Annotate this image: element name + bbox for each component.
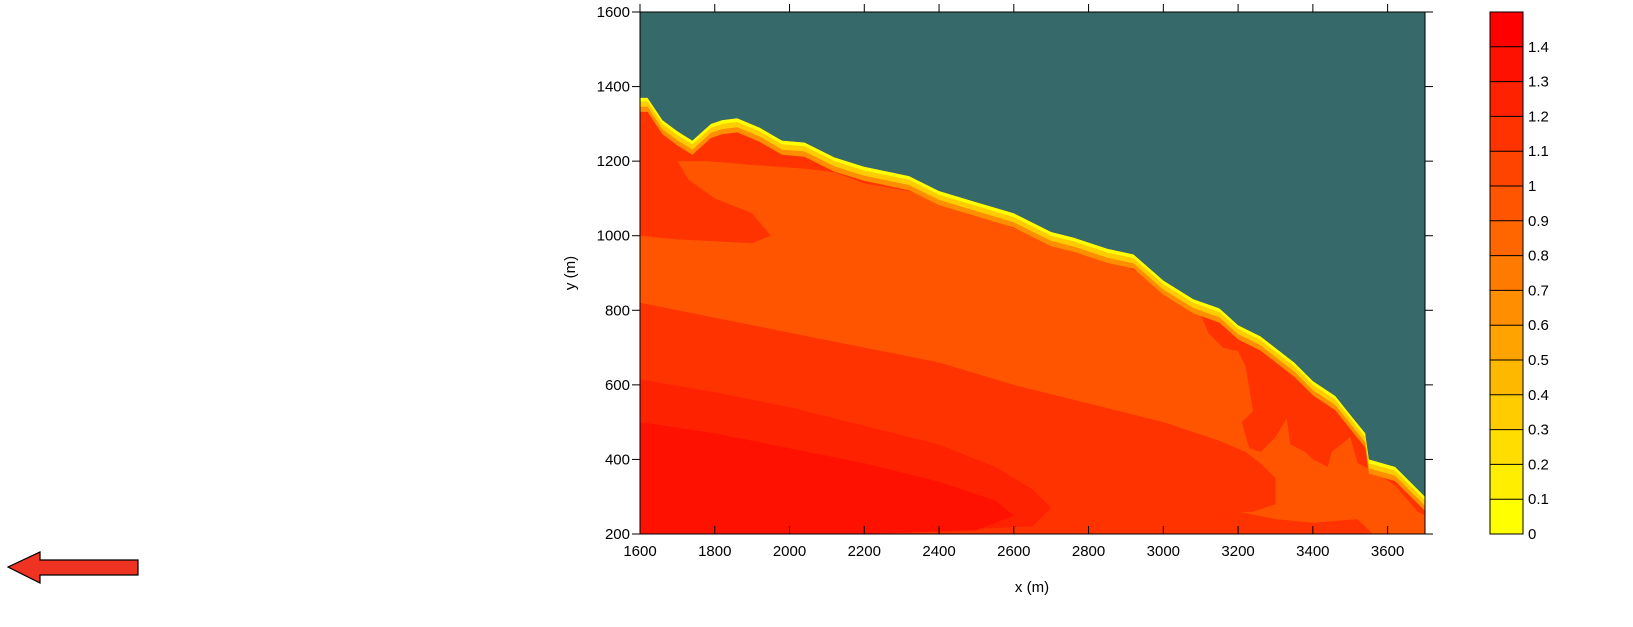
colorbar-swatch [1490, 186, 1523, 221]
y-tick-label: 200 [605, 526, 630, 543]
x-tick-label: 3200 [1221, 543, 1254, 560]
y-tick-label: 800 [605, 302, 630, 319]
y-tick-label: 1200 [597, 153, 630, 170]
colorbar-swatch [1490, 429, 1523, 465]
x-tick-label: 2600 [997, 543, 1030, 560]
colorbar-swatch [1490, 151, 1523, 186]
colorbar-tick-label: 0.4 [1528, 387, 1549, 404]
colorbar-swatch [1490, 464, 1523, 500]
x-tick-label: 3400 [1296, 543, 1329, 560]
colorbar: 0 0.1 0.2 0.3 0.4 0.5 0.6 0.7 0.8 0.9 1 1.1 1.2 1.3 1.… [1489, 11, 1549, 543]
colorbar-tick-label: 1.1 [1528, 143, 1549, 160]
colorbar-swatch [1490, 394, 1523, 430]
colorbar-tick-label: 0.8 [1528, 248, 1549, 265]
x-axis: 1600 1800 2000 2200 2400 2600 2800 3000 3200 3400… [623, 4, 1404, 560]
colorbar-tick-label: 1.4 [1528, 39, 1549, 56]
colorbar-tick-label: 0.5 [1528, 352, 1549, 369]
colorbar-tick-label: 0.3 [1528, 422, 1549, 439]
plot-frame [639, 11, 1426, 535]
contour-band [640, 422, 1014, 534]
left-arrow-annotation [6, 551, 139, 584]
colorbar-swatch [1490, 360, 1523, 395]
y-axis-title: y (m) [562, 256, 579, 290]
colorbar-swatch [1490, 220, 1523, 256]
colorbar-tick-label: 1.3 [1528, 74, 1549, 91]
y-tick-label: 1000 [597, 228, 630, 245]
colorbar-swatch [1490, 499, 1523, 534]
colorbar-tick-label: 0.1 [1528, 491, 1549, 508]
y-tick-label: 400 [605, 451, 630, 468]
colorbar-swatch [1490, 12, 1523, 47]
colorbar-tick-label: 0.6 [1528, 317, 1549, 334]
y-tick-label: 1400 [597, 79, 630, 96]
colorbar-tick-label: 1 [1528, 178, 1536, 195]
colorbar-tick-label: 0.9 [1528, 213, 1549, 230]
y-axis: 200 400 600 800 1000 1200 1400 1600 [597, 4, 1433, 543]
x-tick-label: 1600 [623, 543, 656, 560]
y-tick-label: 600 [605, 377, 630, 394]
x-tick-label: 2200 [848, 543, 881, 560]
colorbar-swatch [1490, 116, 1523, 152]
colorbar-swatch [1490, 290, 1523, 326]
x-tick-label: 1800 [698, 543, 731, 560]
colorbar-tick-label: 0 [1528, 526, 1536, 543]
x-tick-label: 2800 [1072, 543, 1105, 560]
colorbar-frame [1489, 11, 1524, 535]
colorbar-swatch [1490, 81, 1523, 117]
x-tick-label: 3600 [1371, 543, 1404, 560]
contour-layer [640, 161, 1425, 534]
y-tick-label: 1600 [597, 4, 630, 21]
x-axis-title: x (m) [1015, 579, 1049, 596]
x-tick-label: 3000 [1147, 543, 1180, 560]
x-tick-label: 2400 [922, 543, 955, 560]
colorbar-swatch [1490, 46, 1523, 82]
plot-area [640, 12, 1425, 534]
colorbar-swatch [1490, 255, 1523, 291]
colorbar-tick-label: 1.2 [1528, 108, 1549, 125]
x-tick-label: 2000 [773, 543, 806, 560]
colorbar-swatch [1490, 325, 1523, 360]
colorbar-tick-label: 0.2 [1528, 456, 1549, 473]
colorbar-tick-label: 0.7 [1528, 282, 1549, 299]
land-mask [640, 12, 1425, 497]
